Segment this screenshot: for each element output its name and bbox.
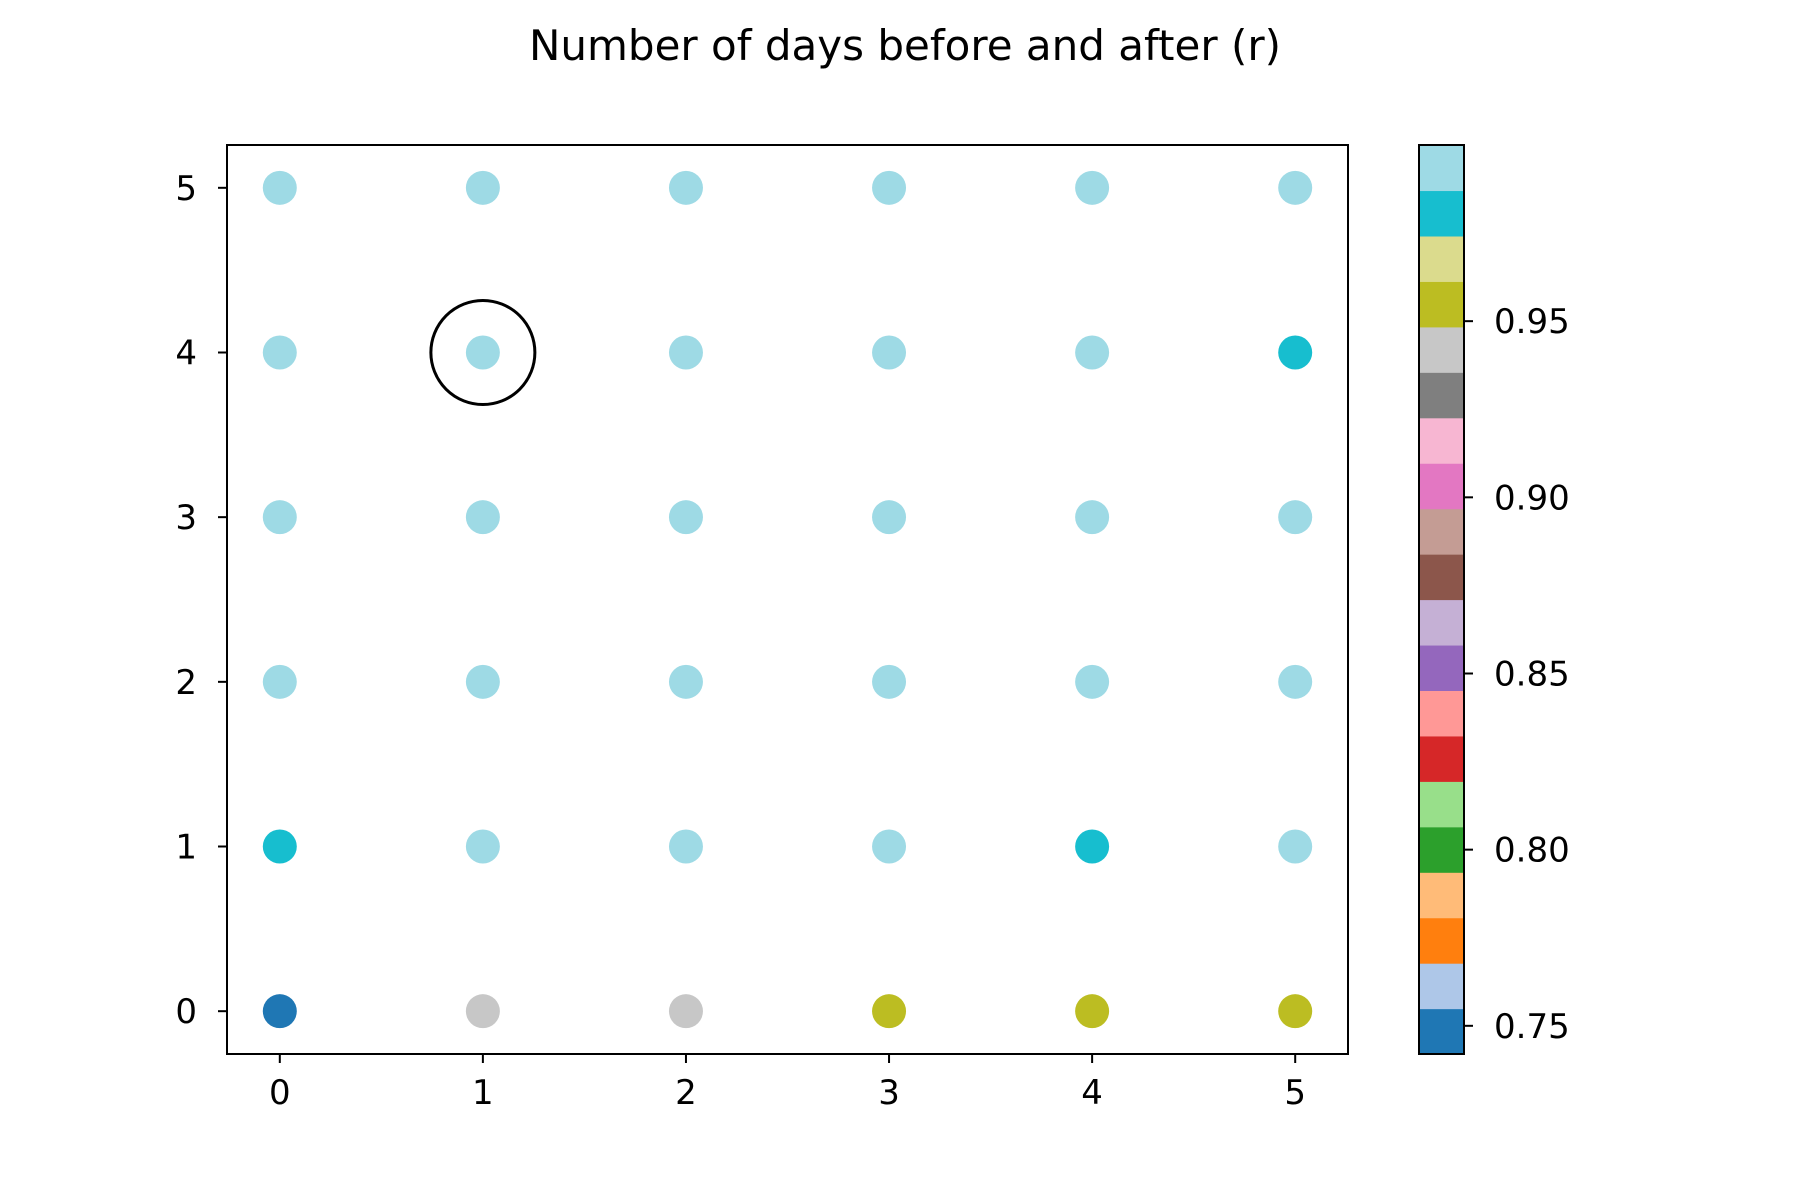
data-point [668, 994, 703, 1029]
colorbar-tick-label: 0.85 [1494, 654, 1570, 694]
data-point [668, 335, 703, 370]
data-point [262, 829, 297, 864]
colorbar-segment [1419, 735, 1464, 782]
data-point [872, 664, 907, 699]
data-point [1278, 170, 1313, 205]
colorbar-segment [1419, 690, 1464, 737]
data-point [262, 170, 297, 205]
colorbar-segment [1419, 599, 1464, 646]
y-tick-label: 2 [175, 663, 197, 703]
data-point [1075, 335, 1110, 370]
data-point [465, 829, 500, 864]
data-point [1075, 829, 1110, 864]
colorbar-segment [1419, 281, 1464, 328]
y-tick-label: 1 [175, 828, 197, 868]
data-point [1075, 500, 1110, 535]
data-point [872, 170, 907, 205]
x-tick-label: 4 [1081, 1073, 1103, 1113]
y-tick-label: 5 [175, 169, 197, 209]
colorbar-tick-label: 0.80 [1494, 831, 1570, 871]
data-point [668, 829, 703, 864]
plot-frame [226, 144, 1349, 1055]
colorbar-segment [1419, 554, 1464, 601]
colorbar-frame [1418, 144, 1465, 1055]
data-point [465, 994, 500, 1029]
colorbar-tick-label: 0.95 [1494, 302, 1570, 342]
colorbar: 0.75 0.80 0.85 0.90 0.95 [1418, 144, 1570, 1055]
colorbar-segment [1419, 781, 1464, 828]
data-point [465, 170, 500, 205]
colorbar-segment [1419, 326, 1464, 373]
y-tick-label: 0 [175, 992, 197, 1032]
x-tick-label: 5 [1284, 1073, 1306, 1113]
x-tick-label: 2 [675, 1073, 697, 1113]
colorbar-segment [1419, 872, 1464, 919]
x-tick-label: 0 [269, 1073, 291, 1113]
data-point [872, 994, 907, 1029]
colorbar-tick-label: 0.75 [1494, 1007, 1570, 1047]
data-point [1278, 500, 1313, 535]
plot-area [226, 144, 1349, 1055]
data-point [262, 335, 297, 370]
data-point [465, 664, 500, 699]
colorbar-segment [1419, 235, 1464, 282]
y-axis: 0 1 2 3 4 5 [175, 169, 227, 1032]
data-point [872, 500, 907, 535]
y-tick-label: 3 [175, 498, 197, 538]
data-point [872, 829, 907, 864]
colorbar-segment [1419, 417, 1464, 464]
data-point [465, 335, 500, 370]
colorbar-segment [1419, 463, 1464, 510]
data-point [1278, 664, 1313, 699]
colorbar-segment [1419, 508, 1464, 555]
colorbar-segment [1419, 1008, 1464, 1055]
x-axis: 0 1 2 3 4 5 [269, 1054, 1306, 1113]
colorbar-segment [1419, 963, 1464, 1010]
data-point [1278, 829, 1313, 864]
colorbar-segment [1419, 190, 1464, 237]
y-tick-label: 4 [175, 333, 197, 373]
x-tick-label: 3 [878, 1073, 900, 1113]
colorbar-segment [1419, 372, 1464, 419]
colorbar-segment [1419, 917, 1464, 964]
chart-title: Number of days before and after (r) [529, 21, 1281, 70]
data-point [262, 994, 297, 1029]
colorbar-segment [1419, 826, 1464, 873]
data-point [1075, 664, 1110, 699]
data-point [1278, 994, 1313, 1029]
data-point [1278, 335, 1313, 370]
data-point [1075, 994, 1110, 1029]
x-tick-label: 1 [472, 1073, 494, 1113]
highlight-ring [429, 298, 537, 406]
colorbar-segment [1419, 145, 1464, 192]
data-point [668, 170, 703, 205]
colorbar-segment [1419, 644, 1464, 691]
data-point [872, 335, 907, 370]
data-point [262, 664, 297, 699]
colorbar-tick-label: 0.90 [1494, 478, 1570, 518]
data-point [262, 500, 297, 535]
data-point [668, 500, 703, 535]
data-point [1075, 170, 1110, 205]
data-point [668, 664, 703, 699]
data-point [465, 500, 500, 535]
